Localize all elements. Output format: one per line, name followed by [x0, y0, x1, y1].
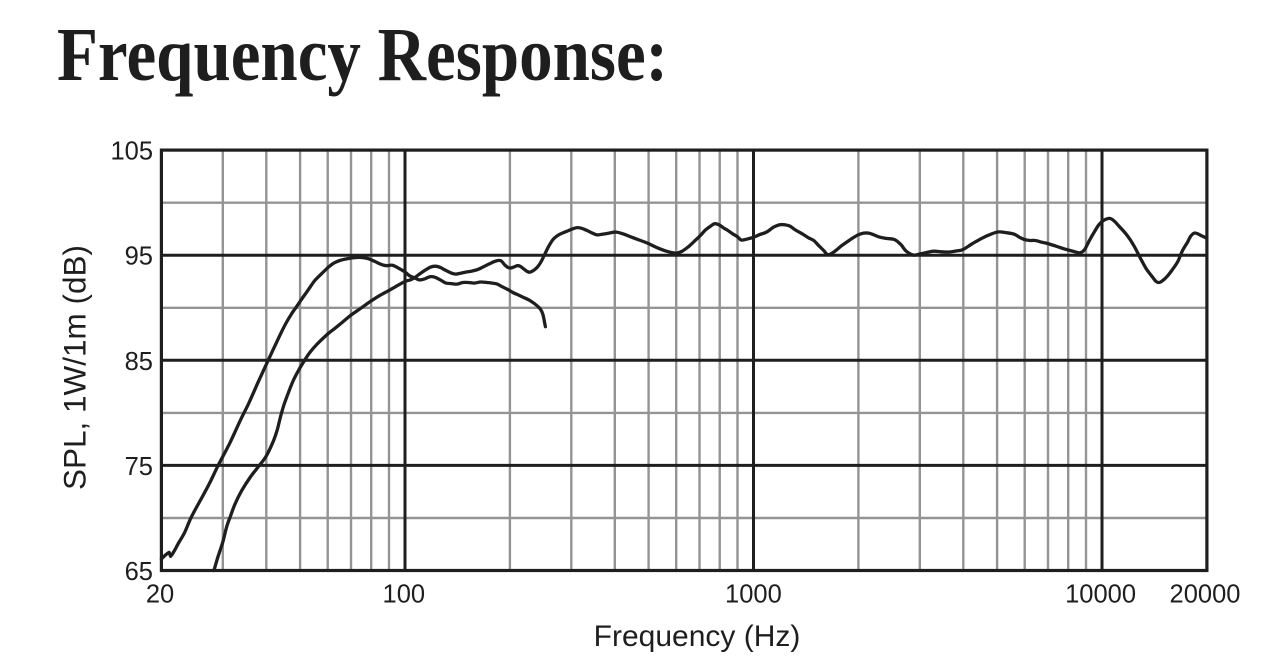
- svg-text:75: 75: [125, 453, 153, 481]
- svg-text:85: 85: [125, 348, 153, 376]
- svg-text:Frequency (Hz): Frequency (Hz): [594, 620, 801, 653]
- svg-text:Frequency Response:: Frequency Response:: [57, 13, 668, 97]
- svg-text:100: 100: [383, 581, 426, 609]
- svg-text:65: 65: [125, 558, 153, 586]
- svg-text:SPL, 1W/1m (dB): SPL, 1W/1m (dB): [57, 245, 93, 490]
- svg-text:1000: 1000: [725, 581, 782, 609]
- svg-text:105: 105: [110, 138, 153, 166]
- svg-text:95: 95: [125, 243, 153, 271]
- svg-text:20000: 20000: [1170, 581, 1241, 609]
- svg-text:20: 20: [146, 581, 174, 609]
- svg-text:10000: 10000: [1065, 581, 1136, 609]
